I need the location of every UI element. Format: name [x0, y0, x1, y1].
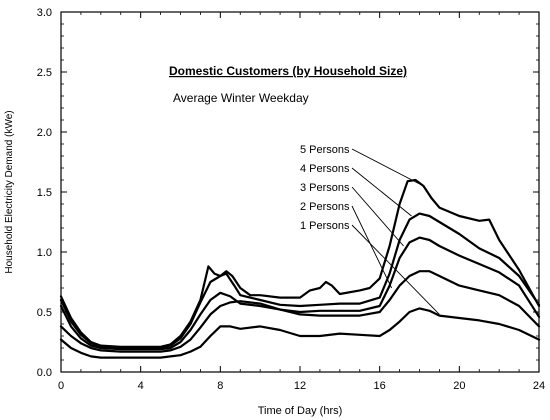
- x-tick-label: 4: [138, 380, 144, 392]
- x-tick-label: 20: [453, 380, 465, 392]
- series-line-1-persons: [59, 307, 541, 359]
- series-leader-line: [351, 186, 404, 247]
- y-tick-label: 0.0: [37, 367, 52, 379]
- x-tick-label: 8: [217, 380, 223, 392]
- y-tick-label: 2.5: [37, 67, 52, 79]
- series-leader-line: [351, 148, 424, 187]
- chart-subtitle: Average Winter Weekday: [173, 91, 309, 105]
- series-label: 2 Persons: [300, 201, 350, 213]
- series-annotations: 5 Persons 4 Persons 3 Persons 2 Persons 1 Pe…: [300, 144, 440, 315]
- y-tick-label: 2.0: [37, 127, 52, 139]
- series-leader-line: [351, 205, 393, 289]
- x-axis-label: Time of Day (hrs): [258, 405, 343, 417]
- y-tick-label: 1.5: [37, 187, 52, 199]
- series-leader-line: [351, 224, 440, 315]
- x-tick-label: 16: [374, 380, 386, 392]
- x-tick-label: 0: [58, 380, 64, 392]
- series-label: 4 Persons: [300, 163, 350, 175]
- y-tick-label: 1.0: [37, 247, 52, 259]
- series-line-4-persons: [59, 212, 541, 350]
- x-axis: 0 4 8 12 16 20 24: [58, 12, 545, 392]
- y-axis-label: Household Electricity Demand (kWe): [4, 110, 15, 273]
- series-line-3-persons: [59, 236, 541, 351]
- series-line-2-persons: [59, 270, 541, 353]
- x-tick-label: 12: [294, 380, 306, 392]
- y-tick-label: 0.5: [37, 307, 52, 319]
- y-tick-label: 3.0: [37, 7, 52, 19]
- series-line-5-persons: [59, 178, 541, 348]
- series-label: 5 Persons: [300, 144, 350, 156]
- series-leader-line: [351, 167, 412, 217]
- series-label: 1 Persons: [300, 220, 350, 232]
- chart-title: Domestic Customers (by Household Size): [169, 64, 407, 78]
- y-axis: 0.0 0.5 1.0 1.5 2.0 2.5 3.0: [37, 7, 539, 379]
- series-lines: [59, 178, 541, 359]
- x-tick-label: 24: [533, 380, 545, 392]
- series-label: 3 Persons: [300, 182, 350, 194]
